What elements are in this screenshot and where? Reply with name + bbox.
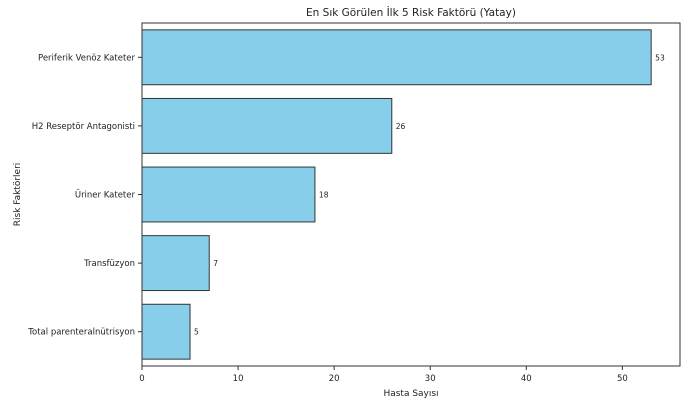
data-label: 5: [194, 328, 199, 337]
y-tick-label: Üriner Kateter: [75, 190, 136, 201]
chart-title: En Sık Görülen İlk 5 Risk Faktörü (Yatay…: [306, 6, 516, 19]
bar: [141, 303, 191, 360]
bar: [141, 29, 652, 86]
bars-layer: 53 26 18 7 5: [141, 29, 665, 360]
x-tick-label: 30: [425, 374, 436, 384]
data-label: 18: [319, 191, 329, 200]
y-axis-label: Risk Faktörleri: [13, 163, 23, 227]
bar: [141, 235, 210, 292]
bar: [141, 97, 393, 154]
data-label: 53: [655, 53, 665, 62]
y-tick-label: H2 Reseptör Antagonisti: [32, 122, 135, 132]
x-axis: 0 10 20 30 40 50: [139, 366, 628, 384]
y-tick-label: Periferik Venöz Kateter: [38, 53, 136, 63]
y-axis: Periferik Venöz Kateter H2 Reseptör Antag…: [27, 53, 142, 338]
x-tick-label: 40: [521, 374, 532, 384]
data-label: 7: [213, 259, 218, 268]
y-tick-label: Total parenteralnütrisyon: [27, 328, 135, 338]
data-label: 26: [396, 122, 406, 131]
x-tick-label: 0: [139, 374, 144, 384]
y-tick-label: Transfüzyon: [83, 259, 135, 269]
x-tick-label: 20: [329, 374, 340, 384]
x-axis-label: Hasta Sayısı: [383, 389, 438, 399]
x-tick-label: 50: [617, 374, 628, 384]
bar: [141, 166, 316, 223]
x-tick-label: 10: [233, 374, 244, 384]
